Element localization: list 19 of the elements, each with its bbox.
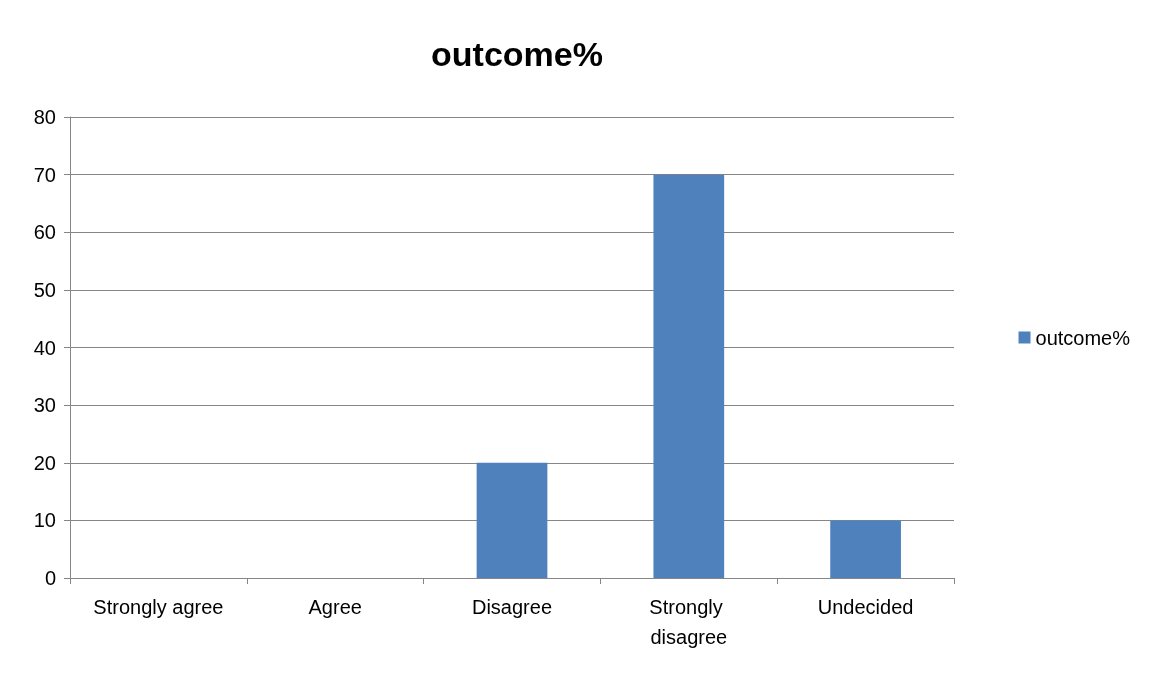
y-tick-label: 10 [33,509,56,532]
legend-label: outcome% [1035,326,1131,349]
y-tick-label: 80 [33,106,56,128]
bar [476,462,548,578]
y-tick-label: 0 [44,567,56,589]
y-tick-label: 60 [33,221,56,244]
chart-title: outcome% [431,35,603,73]
x-tick-label: Disagree [471,596,553,618]
x-tick-label: Strongly disagree [649,596,729,648]
bar [653,174,725,578]
y-tick-label: 70 [33,163,56,186]
bar [830,520,901,578]
x-tick-label: Undecided [817,596,914,618]
x-tick-label: Agree [308,596,362,618]
y-tick-label: 40 [33,336,56,359]
y-tick-label: 30 [33,394,56,417]
y-tick-label: 50 [33,278,56,301]
x-tick-label: Strongly agree [93,596,224,618]
y-tick-label: 20 [33,451,56,474]
